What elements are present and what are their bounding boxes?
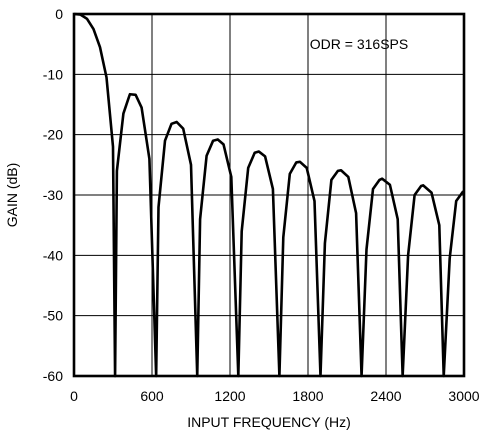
y-axis-label: GAIN (dB) (4, 163, 20, 228)
y-tick-label: -20 (43, 127, 63, 143)
x-tick-label: 3000 (448, 388, 479, 404)
grid-lines (74, 14, 464, 376)
x-tick-labels: 0 600 1200 1800 2400 3000 (70, 388, 480, 404)
y-tick-label: -60 (43, 368, 63, 384)
x-tick-label: 600 (140, 388, 164, 404)
x-tick-label: 1800 (292, 388, 323, 404)
x-tick-label: 2400 (370, 388, 401, 404)
y-tick-labels: 0 -10 -20 -30 -40 -50 -60 (43, 6, 63, 384)
y-tick-label: 0 (55, 6, 63, 22)
y-tick-label: -50 (43, 308, 63, 324)
plot-frame (72, 12, 466, 378)
y-tick-label: -10 (43, 66, 63, 82)
x-tick-label: 0 (70, 388, 78, 404)
x-axis-label: INPUT FREQUENCY (Hz) (187, 414, 351, 430)
y-tick-label: -40 (43, 247, 63, 263)
series-line (73, 12, 465, 378)
y-tick-label: -30 (43, 187, 63, 203)
x-tick-label: 1200 (214, 388, 245, 404)
annotation-text: ODR = 316SPS (310, 36, 408, 52)
